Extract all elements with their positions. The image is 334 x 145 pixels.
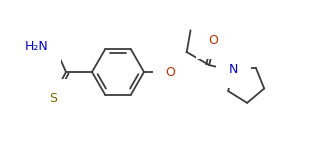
Text: S: S — [49, 92, 57, 105]
Text: O: O — [165, 66, 175, 78]
Text: H₂N: H₂N — [25, 40, 48, 53]
Text: N: N — [229, 63, 238, 76]
Text: O: O — [208, 34, 218, 47]
